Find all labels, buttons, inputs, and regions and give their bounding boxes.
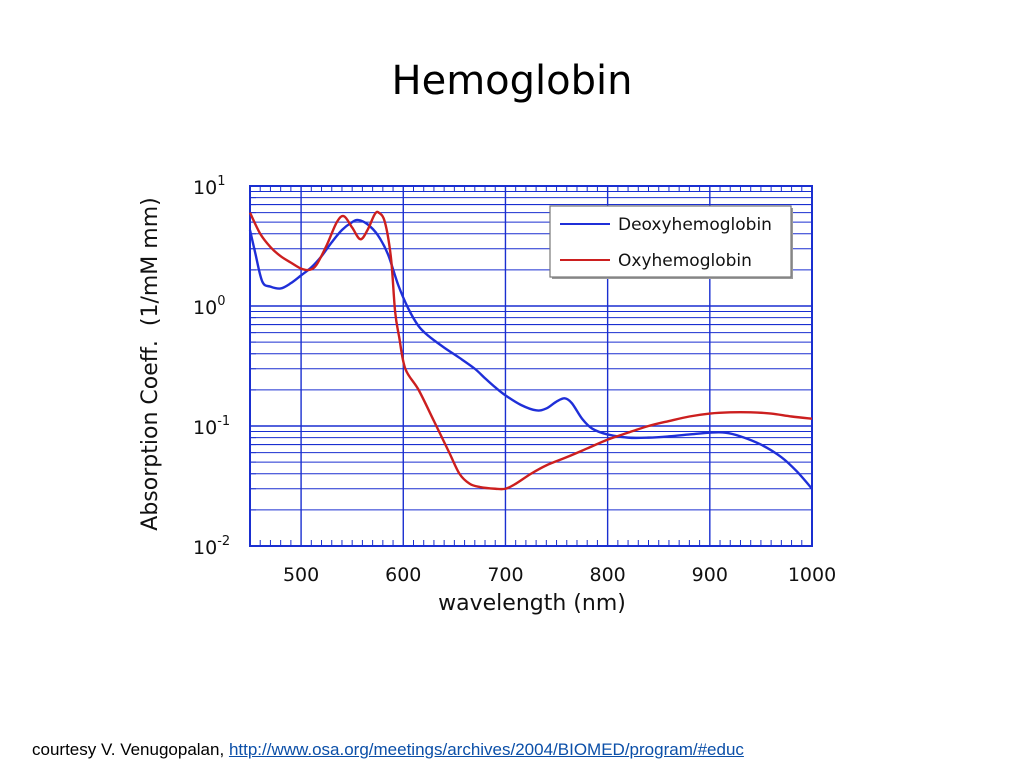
y-tick-label: 10-2 <box>193 534 230 559</box>
y-tick-label: 100 <box>193 294 225 319</box>
y-axis-label: Absorption Coeff. (1/mM mm) <box>138 197 163 530</box>
y-tick-label: 10-1 <box>193 414 230 439</box>
legend: Deoxyhemoglobin Oxyhemoglobin <box>549 205 793 279</box>
y-tick-exponent: 0 <box>217 294 225 309</box>
series-line-deoxyhemoglobin <box>248 218 813 490</box>
y-tick-base: 10 <box>193 297 217 319</box>
series-layer <box>248 210 813 491</box>
y-tick-label: 101 <box>193 174 225 199</box>
legend-label: Oxyhemoglobin <box>618 251 752 271</box>
x-tick-label: 900 <box>692 564 728 586</box>
legend-label: Deoxyhemoglobin <box>618 215 772 235</box>
footer-credit-text: courtesy V. Venugopalan, <box>32 740 225 759</box>
y-tick-exponent: 1 <box>217 174 225 189</box>
x-tick-label: 500 <box>283 564 319 586</box>
legend-box <box>549 205 792 278</box>
x-tick-labels: 500 600 700 800 900 1000 <box>283 564 836 586</box>
y-tick-base: 10 <box>193 537 217 559</box>
series-line-oxyhemoglobin <box>248 210 813 491</box>
y-tick-base: 10 <box>193 177 217 199</box>
y-tick-exponent: -1 <box>217 414 230 429</box>
x-tick-label: 700 <box>487 564 523 586</box>
x-tick-label: 800 <box>590 564 626 586</box>
x-tick-label: 600 <box>385 564 421 586</box>
x-axis-label: wavelength (nm) <box>438 591 626 616</box>
footer-credit: courtesy V. Venugopalan, http://www.osa.… <box>32 740 744 760</box>
plot-frame <box>249 185 813 547</box>
footer-source-link[interactable]: http://www.osa.org/meetings/archives/200… <box>228 740 744 759</box>
y-tick-exponent: -2 <box>217 534 230 549</box>
x-tick-label: 1000 <box>788 564 836 586</box>
y-tick-base: 10 <box>193 417 217 439</box>
slide-title: Hemoglobin <box>391 58 633 104</box>
